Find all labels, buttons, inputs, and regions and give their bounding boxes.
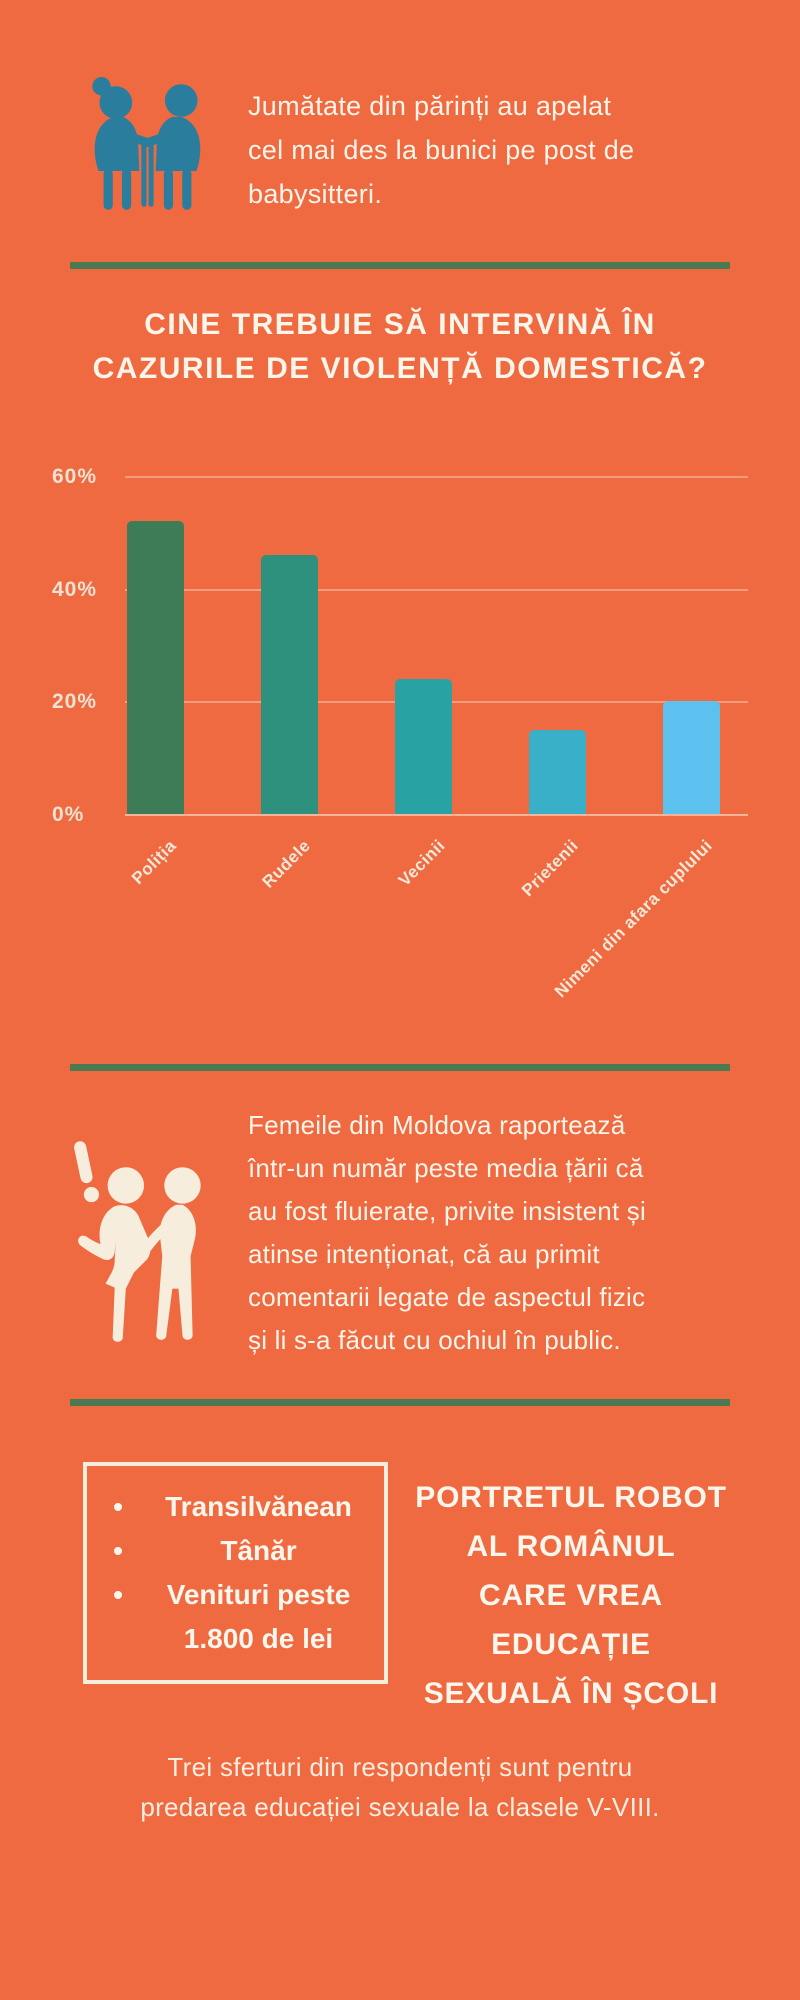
text-line: comentarii legate de aspectul fizic	[248, 1282, 646, 1312]
text-line: atinse intenționat, că au primit	[248, 1239, 600, 1269]
man-arm	[137, 1221, 171, 1259]
x-category-label: Rudele	[258, 836, 315, 892]
text-line: Jumătate din părinți au apelat	[248, 91, 612, 121]
divider-bottom	[70, 1399, 730, 1406]
chart-y-axis: 60% 40% 20% 0%	[52, 412, 114, 826]
harassment-text: Femeile din Moldova raportează într-un nu…	[248, 1104, 758, 1362]
text-line: și li s-a făcut cu ochiul în public.	[248, 1325, 621, 1355]
text-line: PORTRETUL ROBOT	[415, 1481, 727, 1514]
y-tick-label: 20%	[52, 690, 98, 714]
y-tick-label: 0%	[52, 803, 85, 826]
x-category-label: Vecinii	[394, 836, 449, 891]
text-line: CAZURILE DE VIOLENȚĂ DOMESTICĂ?	[92, 352, 708, 385]
criteria-item: • Transilvănean	[95, 1485, 376, 1529]
babysitters-text: Jumătate din părinți au apelat cel mai de…	[248, 84, 768, 216]
text-line: predarea educației sexuale la clasele V-…	[140, 1792, 660, 1822]
text-line: au fost fluierate, privite insistent și	[248, 1196, 646, 1226]
text-line: Trei sferturi din respondenți sunt pentr…	[167, 1752, 633, 1782]
grandmother-left	[92, 77, 154, 210]
portrait-criteria-list: • Transilvănean • Tânăr • Venituri peste 1.80…	[87, 1475, 384, 1671]
text-line: babysitteri.	[248, 179, 383, 209]
divider-middle	[70, 1064, 730, 1071]
y-tick-label: 40%	[52, 577, 98, 601]
x-category-label: Poliția	[128, 836, 181, 888]
chart-title: CINE TREBUIE SĂ INTERVINĂ ÎN CAZURILE DE …	[0, 303, 800, 391]
bar-prietenii	[528, 729, 586, 814]
grandmother-right	[141, 84, 201, 210]
text-line: Femeile din Moldova raportează	[248, 1110, 626, 1140]
grandparents-icon	[70, 75, 225, 218]
text-line: CINE TREBUIE SĂ INTERVINĂ ÎN	[144, 308, 656, 341]
text-line: EDUCAȚIE	[491, 1628, 651, 1661]
text-line: SEXUALĂ ÎN ȘCOLI	[423, 1677, 719, 1710]
text-line: într-un număr peste media țării că	[248, 1153, 644, 1183]
bar-poliția	[126, 521, 184, 814]
man-body	[156, 1204, 196, 1340]
bar-nimeni-din-afara-cuplului	[662, 701, 720, 814]
criteria-item: • Tânăr	[95, 1529, 376, 1573]
woman-head	[107, 1167, 145, 1204]
text-line: AL ROMÂNUL	[466, 1530, 676, 1563]
criteria-label: Venituri peste 1.800 de lei	[166, 1579, 351, 1654]
y-tick-label: 60%	[52, 465, 98, 489]
portrait-heading: PORTRETUL ROBOT AL ROMÂNUL CARE VREA EDUCAȚ…	[404, 1473, 738, 1718]
woman-body	[78, 1205, 151, 1342]
footer-text: Trei sferturi din respondenți sunt pentr…	[0, 1747, 800, 1827]
bar-vecinii	[394, 678, 452, 814]
harassment-icon	[55, 1102, 227, 1360]
criteria-item: • Venituri peste 1.800 de lei	[95, 1573, 376, 1661]
text-line: CARE VREA	[479, 1579, 663, 1612]
bullet-dot-icon: •	[113, 1491, 123, 1522]
criteria-label: Tânăr	[220, 1535, 297, 1566]
man-head	[164, 1167, 201, 1204]
exclamation-mark	[74, 1141, 100, 1203]
criteria-label: Transilvănean	[165, 1491, 352, 1522]
x-category-label: Nimeni din afara cuplului	[551, 836, 717, 1002]
bullet-dot-icon: •	[113, 1535, 123, 1566]
gridline	[125, 588, 748, 591]
gridline	[125, 476, 748, 479]
portrait-criteria-box: • Transilvănean • Tânăr • Venituri peste 1.80…	[83, 1462, 388, 1684]
bullet-dot-icon: •	[113, 1579, 123, 1610]
x-category-label: Prietenii	[518, 836, 583, 901]
bar-rudele	[260, 554, 318, 814]
text-line: cel mai des la bunici pe post de	[248, 135, 635, 165]
gridline	[125, 814, 748, 816]
divider-top	[70, 262, 730, 269]
chart-plot-area: Poliția Rudele Vecinii Prietenii Nimeni din …	[125, 412, 748, 1001]
